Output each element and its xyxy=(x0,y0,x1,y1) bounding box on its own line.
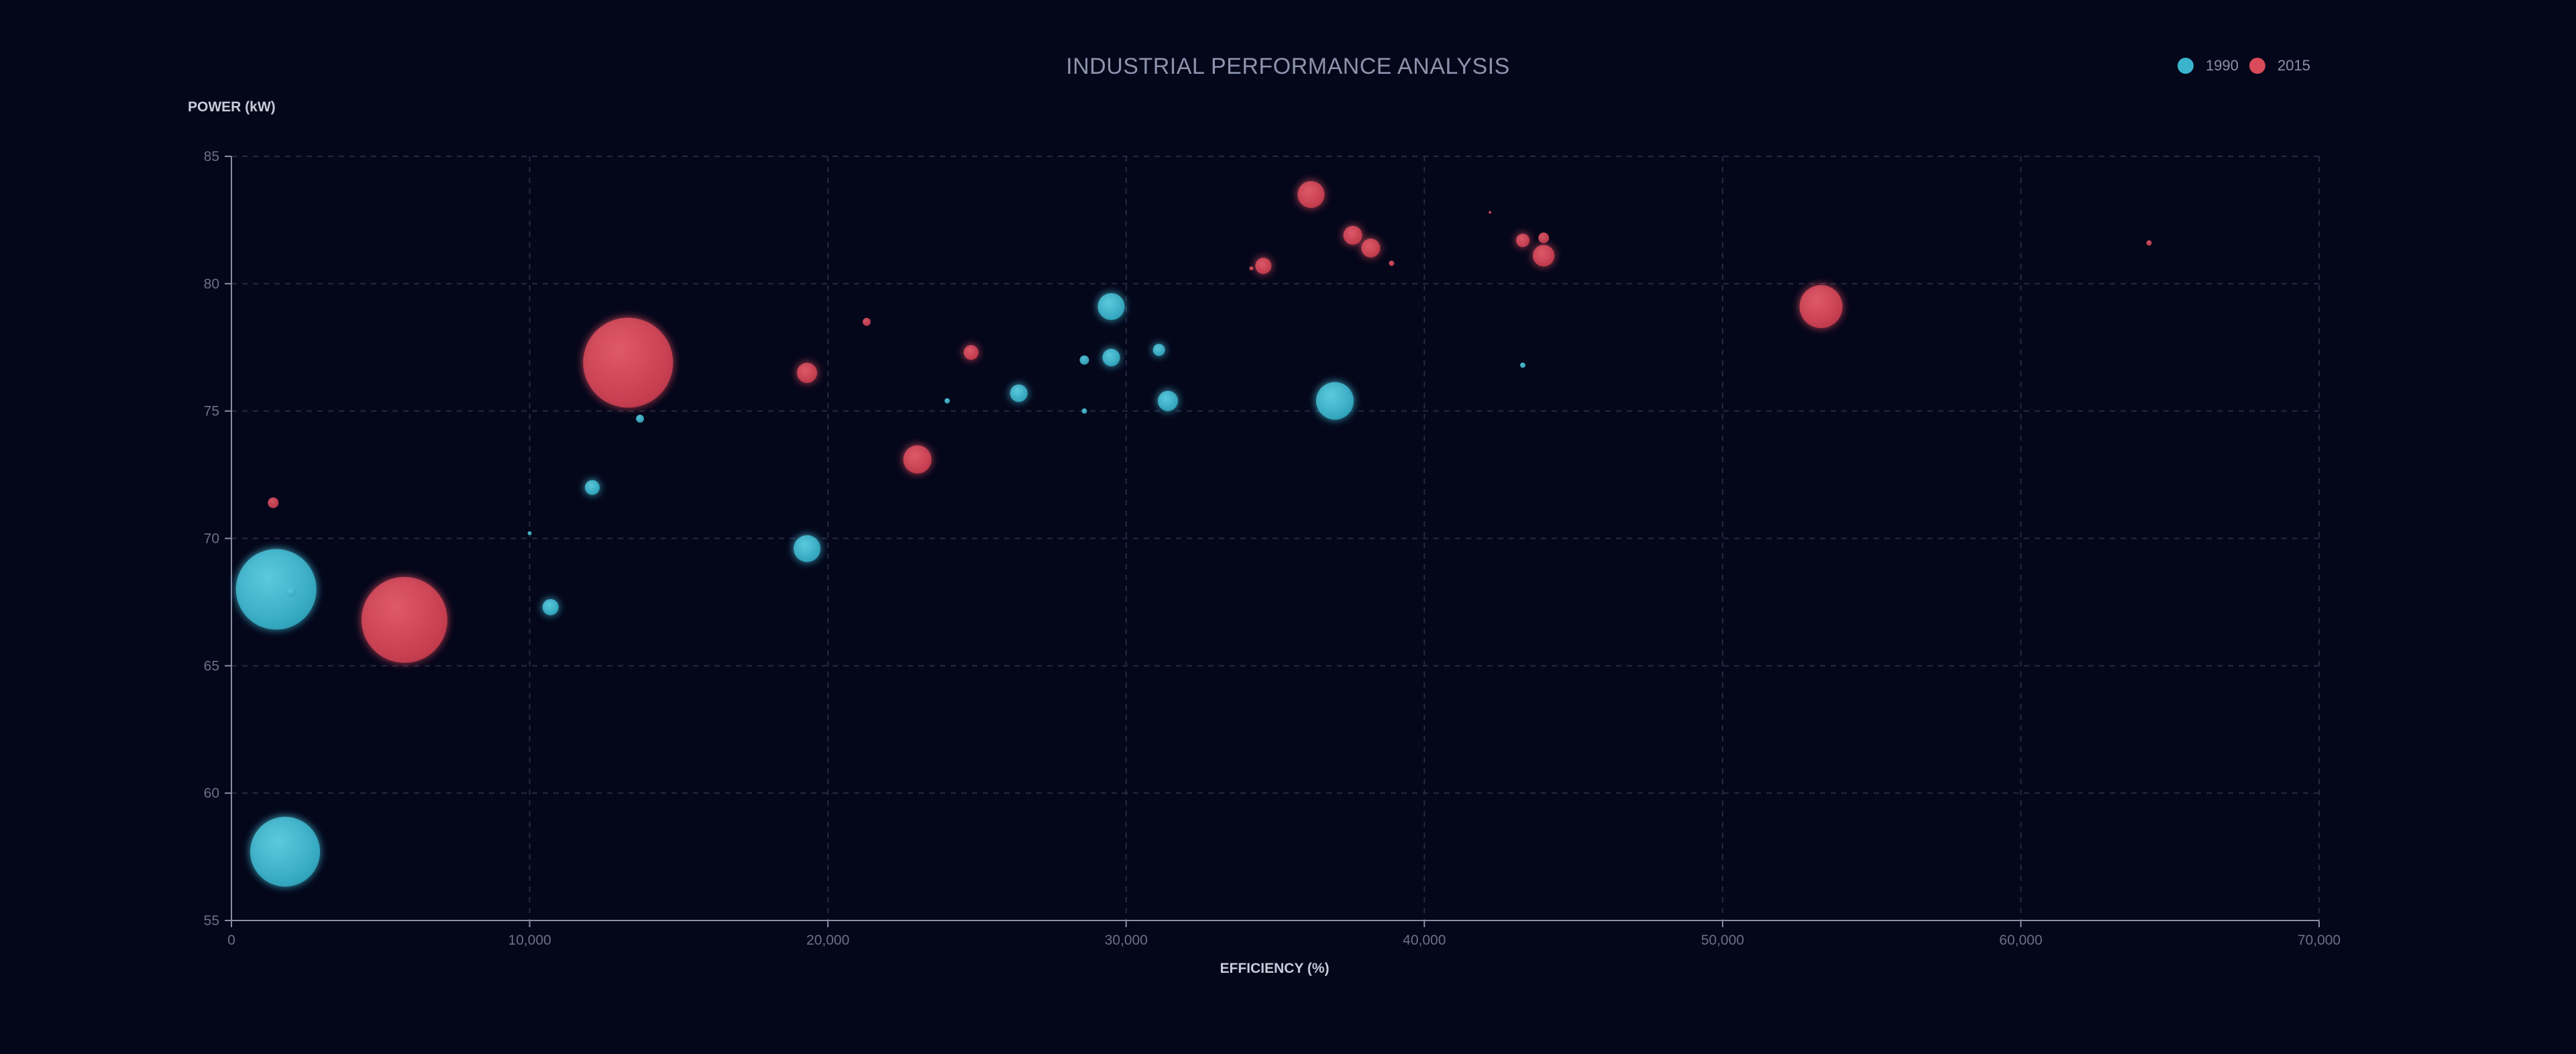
data-point-2015[interactable] xyxy=(1515,233,1529,248)
data-point-1990[interactable] xyxy=(527,531,532,535)
data-point-2015[interactable] xyxy=(361,576,447,663)
data-point-1990[interactable] xyxy=(286,587,296,597)
legend-label-2015: 2015 xyxy=(2277,57,2310,74)
y-tick-label: 75 xyxy=(204,404,219,419)
x-axis-label: EFFICIENCY (%) xyxy=(1220,961,1330,976)
x-tick-label: 30,000 xyxy=(1105,933,1148,948)
data-point-2015[interactable] xyxy=(1297,180,1325,208)
data-point-2015[interactable] xyxy=(903,445,932,474)
y-tick-label: 60 xyxy=(204,786,219,801)
x-tick-label: 70,000 xyxy=(2298,933,2341,948)
x-tick-label: 60,000 xyxy=(1999,933,2042,948)
series-2015 xyxy=(268,180,2152,663)
legend-label-1990: 1990 xyxy=(2206,57,2239,74)
y-tick-label: 55 xyxy=(204,913,219,929)
data-point-1990[interactable] xyxy=(1010,384,1028,403)
x-tick-label: 50,000 xyxy=(1701,933,1744,948)
data-point-2015[interactable] xyxy=(862,317,871,326)
data-point-2015[interactable] xyxy=(1533,245,1555,267)
y-axis-label: POWER (kW) xyxy=(188,99,276,115)
data-point-2015[interactable] xyxy=(1799,285,1843,329)
data-point-1990[interactable] xyxy=(1316,382,1354,420)
data-point-1990[interactable] xyxy=(636,415,645,423)
legend-marker-2015 xyxy=(2249,58,2265,74)
data-point-2015[interactable] xyxy=(1538,232,1550,244)
data-points xyxy=(235,180,2152,887)
grid-lines xyxy=(231,156,2320,920)
data-point-1990[interactable] xyxy=(1519,362,1525,368)
data-point-2015[interactable] xyxy=(1361,238,1381,258)
data-point-2015[interactable] xyxy=(1489,211,1492,214)
data-point-1990[interactable] xyxy=(1157,390,1178,411)
data-point-2015[interactable] xyxy=(1255,258,1272,274)
data-point-2015[interactable] xyxy=(1343,225,1362,245)
y-tick-label: 70 xyxy=(204,531,219,547)
data-point-2015[interactable] xyxy=(1249,266,1254,271)
data-point-2015[interactable] xyxy=(797,362,818,383)
data-point-1990[interactable] xyxy=(1079,355,1089,365)
data-point-1990[interactable] xyxy=(584,480,600,495)
data-point-2015[interactable] xyxy=(583,317,674,408)
series-1990 xyxy=(235,293,1525,887)
data-point-1990[interactable] xyxy=(250,816,321,887)
data-point-1990[interactable] xyxy=(794,535,821,562)
data-point-1990[interactable] xyxy=(1097,293,1125,321)
x-tick-label: 40,000 xyxy=(1403,933,1446,948)
data-point-2015[interactable] xyxy=(1389,260,1395,266)
data-point-2015[interactable] xyxy=(268,497,279,509)
tick-labels: 0 10,000 20,000 30,000 40,000 50,000 60,000 70,… xyxy=(204,149,2341,948)
x-tick-label: 10,000 xyxy=(508,933,551,948)
y-tick-label: 65 xyxy=(204,658,219,674)
data-point-1990[interactable] xyxy=(944,398,950,404)
data-point-1990[interactable] xyxy=(1102,348,1120,366)
data-point-2015[interactable] xyxy=(2146,240,2152,246)
x-tick-label: 20,000 xyxy=(806,933,849,948)
x-tick-label: 0 xyxy=(227,933,235,948)
data-point-2015[interactable] xyxy=(963,345,979,360)
legend-marker-1990 xyxy=(2178,58,2194,74)
legend: 1990 2015 xyxy=(2178,57,2310,74)
data-point-1990[interactable] xyxy=(542,599,559,616)
y-tick-label: 80 xyxy=(204,276,219,292)
axes xyxy=(225,156,2320,927)
y-tick-label: 85 xyxy=(204,149,219,164)
data-point-1990[interactable] xyxy=(235,549,317,630)
data-point-1990[interactable] xyxy=(1081,408,1087,414)
data-point-1990[interactable] xyxy=(1152,344,1165,356)
chart-title: INDUSTRIAL PERFORMANCE ANALYSIS xyxy=(1066,54,1510,79)
